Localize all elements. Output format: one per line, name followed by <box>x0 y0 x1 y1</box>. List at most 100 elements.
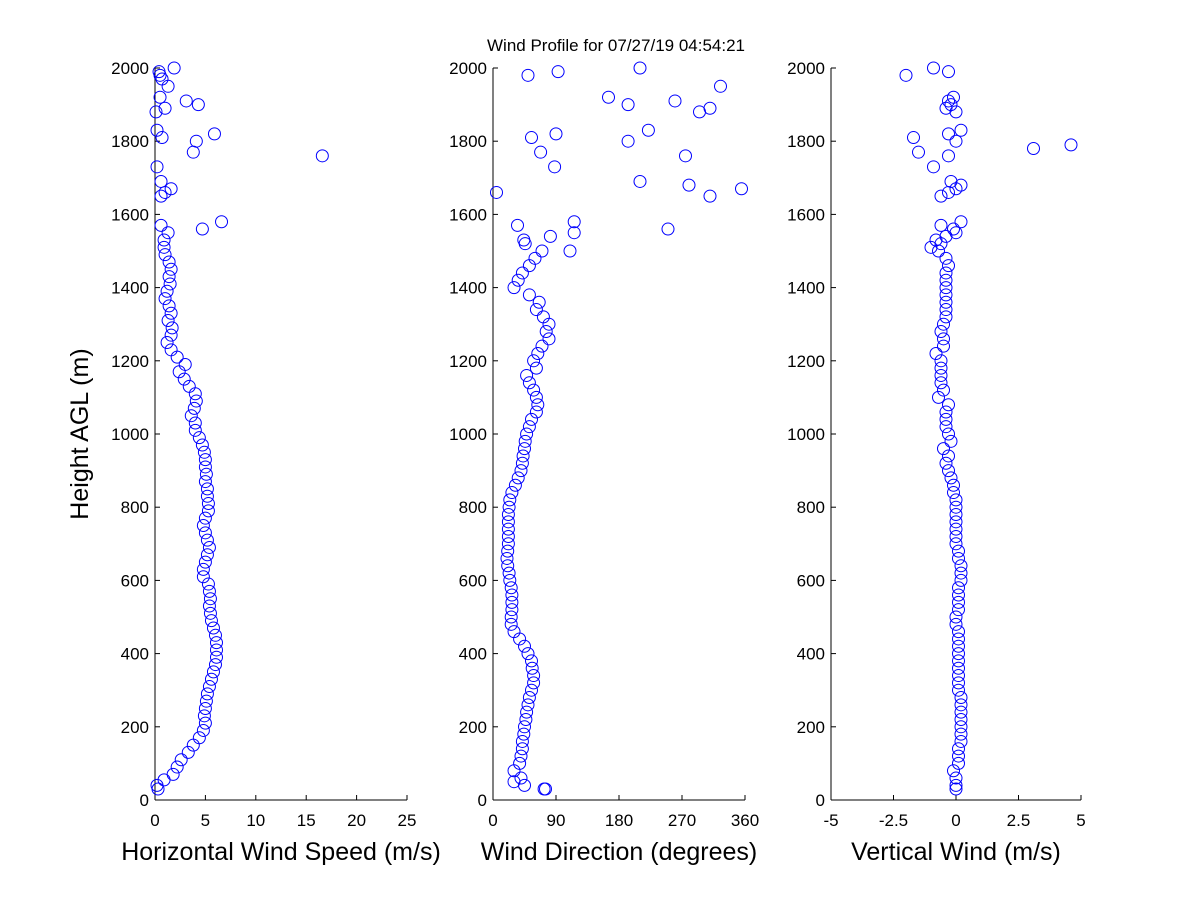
speed-data-point <box>196 723 210 737</box>
speed-data-point <box>207 127 221 141</box>
speed-x-tick-label: 0 <box>150 811 159 830</box>
vertical-data-point <box>952 603 965 617</box>
speed-data-point <box>192 431 206 445</box>
vertical-data-point <box>949 771 963 785</box>
direction-data-point <box>735 182 748 196</box>
direction-y-tick-label: 800 <box>459 498 487 517</box>
vertical-data-point <box>937 383 950 397</box>
vertical-data-point <box>947 222 960 236</box>
speed-y-tick-label: 400 <box>121 645 149 664</box>
speed-data-point <box>199 467 213 481</box>
vertical-data-point <box>952 632 965 646</box>
speed-data-point <box>198 555 212 569</box>
speed-y-tick-label: 2000 <box>111 59 149 78</box>
direction-data-point <box>522 288 536 302</box>
direction-data-point <box>522 376 536 390</box>
speed-data-point <box>155 131 169 145</box>
direction-data-point <box>502 500 516 514</box>
vertical-data-point <box>954 691 968 705</box>
vertical-data-point <box>949 778 963 792</box>
vertical-data-point <box>899 68 913 82</box>
direction-data-point <box>518 639 531 653</box>
direction-data-point <box>521 698 535 712</box>
direction-data-point <box>537 782 551 796</box>
speed-data-point <box>202 680 216 694</box>
direction-data-point <box>621 98 635 112</box>
direction-x-tick-label: 180 <box>605 811 633 830</box>
direction-data-point <box>525 661 539 675</box>
vertical-data-point <box>942 65 955 79</box>
speed-data-point <box>152 65 166 79</box>
speed-data-point <box>161 226 175 240</box>
speed-data-point <box>177 372 191 386</box>
vertical-data-point <box>952 551 965 565</box>
direction-data-point <box>549 127 563 141</box>
speed-y-tick-label: 1400 <box>111 279 149 298</box>
direction-data-point <box>543 229 557 243</box>
speed-data-point <box>162 255 176 269</box>
speed-data-point <box>158 248 172 262</box>
direction-data-point <box>535 244 549 258</box>
vertical-data-point <box>949 105 963 119</box>
direction-data-point <box>505 595 519 609</box>
direction-data-point <box>500 551 514 565</box>
speed-data-point <box>192 731 206 745</box>
direction-data-point <box>520 368 534 382</box>
vertical-data-point <box>944 471 958 485</box>
direction-y-tick-label: 400 <box>459 645 487 664</box>
vertical-data-point <box>939 310 953 324</box>
speed-data-point <box>209 636 223 650</box>
vertical-x-tick-label: 5 <box>1076 811 1085 830</box>
speed-y-tick-label: 1200 <box>111 352 149 371</box>
speed-x-tick-label: 10 <box>246 811 265 830</box>
vertical-y-tick-label: 0 <box>816 791 825 810</box>
direction-data-point <box>661 222 675 236</box>
vertical-data-point <box>929 346 943 360</box>
direction-data-point <box>501 529 515 543</box>
speed-data-point <box>198 511 212 525</box>
direction-data-point <box>535 339 549 353</box>
direction-data-point <box>633 61 647 75</box>
speed-data-point <box>204 672 218 686</box>
direction-data-point <box>621 134 635 148</box>
speed-data-point <box>181 745 195 759</box>
vertical-y-tick-label: 200 <box>797 718 825 737</box>
direction-data-point <box>531 398 545 412</box>
speed-data-point <box>157 233 171 247</box>
speed-y-axis-label: Height AGL (m) <box>66 348 94 519</box>
direction-data-point <box>515 266 529 280</box>
speed-data-point <box>189 394 203 408</box>
vertical-data-point <box>942 398 955 412</box>
vertical-data-point <box>954 705 968 719</box>
speed-x-tick-label: 25 <box>398 811 417 830</box>
speed-data-point <box>198 475 212 489</box>
speed-data-point <box>164 306 178 320</box>
vertical-x-tick-label: 0 <box>951 811 960 830</box>
direction-data-point <box>525 131 538 145</box>
direction-data-point <box>507 281 521 295</box>
direction-y-tick-label: 1000 <box>449 425 487 444</box>
speed-data-point <box>208 628 222 642</box>
speed-y-tick-label: 1600 <box>111 205 149 224</box>
direction-data-point <box>505 486 519 500</box>
speed-x-tick-label: 5 <box>201 811 210 830</box>
vertical-data-point <box>934 189 948 203</box>
vertical-data-point <box>1027 142 1040 156</box>
direction-data-point <box>536 310 550 324</box>
direction-x-tick-label: 90 <box>547 811 566 830</box>
speed-data-point <box>198 526 212 540</box>
speed-data-point <box>209 643 223 657</box>
speed-data-point <box>182 379 196 393</box>
speed-data-point <box>162 270 176 284</box>
speed-data-point <box>206 665 220 679</box>
speed-data-point <box>170 760 184 774</box>
speed-data-point <box>160 336 174 349</box>
vertical-y-tick-label: 400 <box>797 645 825 664</box>
vertical-x-tick-label: -5 <box>823 811 838 830</box>
vertical-data-point <box>954 734 968 748</box>
direction-data-point <box>525 412 538 426</box>
vertical-data-point <box>942 464 955 478</box>
speed-data-point <box>200 687 214 701</box>
